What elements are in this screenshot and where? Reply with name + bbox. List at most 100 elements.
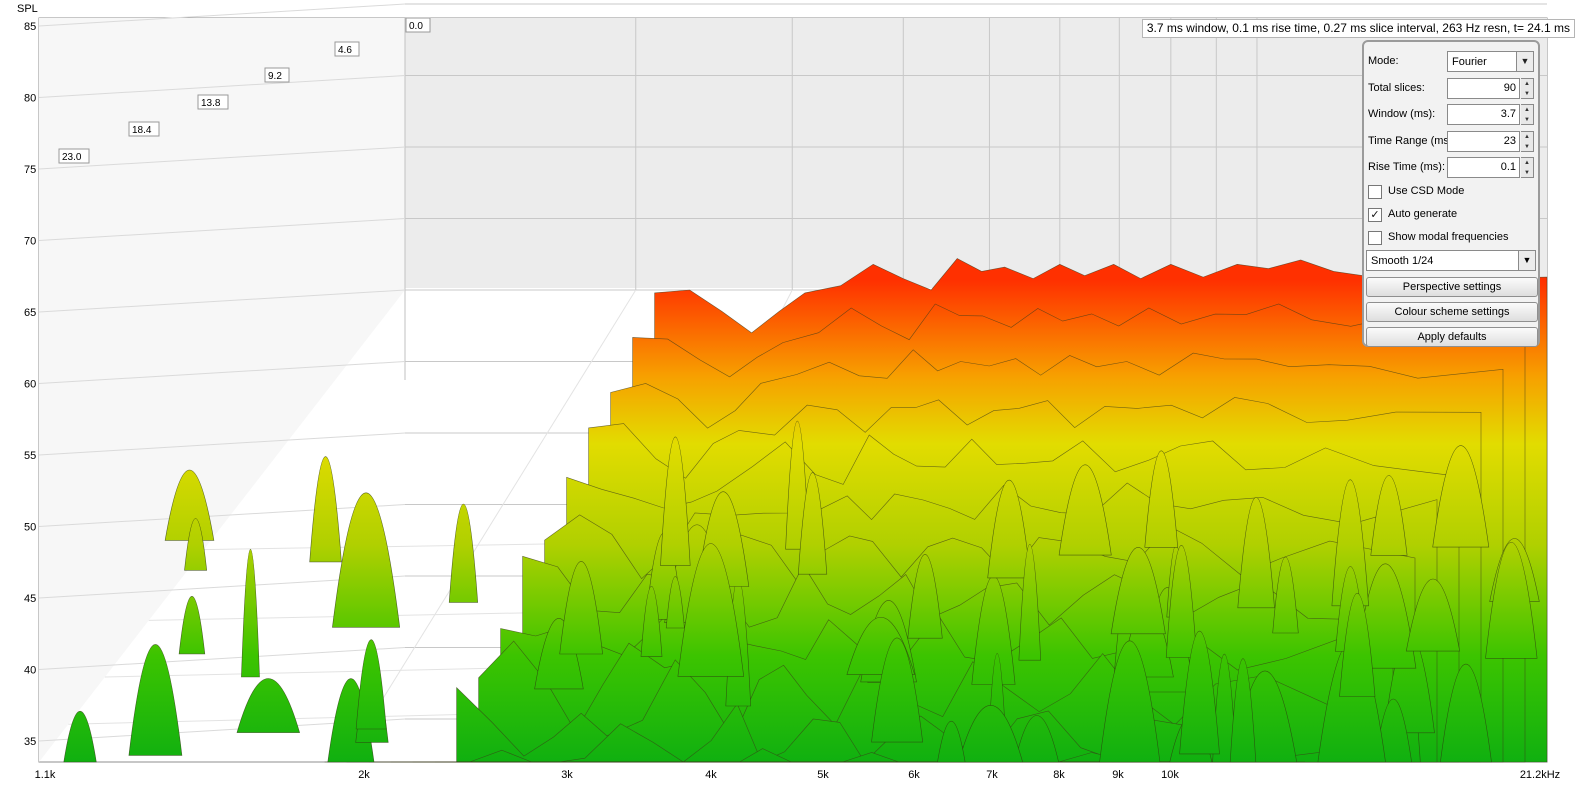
smoothing-value: Smooth 1/24 [1371,255,1434,267]
decrement-icon[interactable]: ▼ [1524,91,1530,97]
mode-row: Mode: Fourier ▼ [1368,51,1534,73]
time-range-value[interactable]: 23 [1447,131,1520,152]
waterfall-ridge [1405,579,1461,652]
y-tick-label: 50 [24,522,36,534]
mode-value: Fourier [1452,56,1487,68]
waterfall-ridge [332,492,401,628]
perspective-settings-button[interactable]: Perspective settings [1366,277,1538,297]
side-gridline [38,504,406,527]
side-wall [39,18,405,762]
y-tick-label: 85 [24,21,36,33]
waterfall-ridge [1229,658,1257,763]
increment-icon[interactable]: ▲ [1524,134,1530,140]
rise-time-row: Rise Time (ms): 0.1 ▲ ▼ [1368,157,1534,179]
x-tick-label: 9k [1112,769,1124,781]
side-gridline [38,361,406,384]
spinner-arrows[interactable]: ▲ ▼ [1521,104,1534,125]
time-range-label: Time Range (ms): [1368,135,1456,147]
time-slice-label: 13.8 [197,94,229,110]
increment-icon[interactable]: ▲ [1524,107,1530,113]
show-modal-label: Show modal frequencies [1388,231,1509,243]
x-tick-label: 2k [358,769,370,781]
y-tick-label: 60 [24,379,36,391]
waterfall-ridge [1165,545,1197,658]
spinner-arrows[interactable]: ▲ ▼ [1521,131,1534,152]
waterfall-peaks [63,421,1540,763]
decrement-icon[interactable]: ▼ [1524,144,1530,150]
x-tick-label: 4k [705,769,717,781]
increment-icon[interactable]: ▲ [1524,160,1530,166]
waterfall-ridge [1014,715,1059,763]
total-slices-value[interactable]: 90 [1447,78,1520,99]
waterfall-ridge [1432,445,1490,548]
svg-text:0.0: 0.0 [409,21,423,32]
waterfall-ridge [448,504,479,603]
chevron-down-icon[interactable]: ▼ [1516,52,1533,71]
total-slices-spinner[interactable]: 90 ▲ ▼ [1447,78,1534,99]
window-spinner[interactable]: 3.7 ▲ ▼ [1447,104,1534,125]
waterfall-ridge [63,711,97,763]
floor-gridline [343,289,637,763]
x-tick-label: 1.1k [35,769,56,781]
side-gridline [38,289,406,313]
waterfall-ridge [640,585,663,657]
plot-axes: SPL 85 80 75 70 65 60 55 50 45 40 35 1.1k 2k 3k 4k 5k 6k 7… [17,3,1560,781]
waterfall-ridge [309,456,342,563]
apply-defaults-button[interactable]: Apply defaults [1366,327,1538,347]
x-tick-label: 3k [561,769,573,781]
chevron-down-icon[interactable]: ▼ [1518,251,1535,270]
window-value[interactable]: 3.7 [1447,104,1520,125]
checkbox-icon[interactable] [1368,231,1382,245]
waterfall-controls-panel: Mode: Fourier ▼ Total slices: 90 ▲ ▼ Win… [1362,40,1540,347]
waterfall-ridge [1272,557,1299,634]
decrement-icon[interactable]: ▼ [1524,170,1530,176]
checkmark-icon[interactable]: ✓ [1368,208,1382,222]
spinner-arrows[interactable]: ▲ ▼ [1521,157,1534,178]
time-range-spinner[interactable]: 23 ▲ ▼ [1447,131,1534,152]
y-tick-label: 75 [24,164,36,176]
time-slice-label: 0.0 [405,17,431,33]
rise-time-spinner[interactable]: 0.1 ▲ ▼ [1447,157,1534,178]
waterfall-ridge [907,554,943,639]
waterfall-ridge [1110,547,1166,635]
y-tick-label: 45 [24,593,36,605]
y-tick-label: 55 [24,450,36,462]
checkbox-icon[interactable] [1368,185,1382,199]
total-slices-row: Total slices: 90 ▲ ▼ [1368,78,1534,100]
svg-text:23.0: 23.0 [62,152,82,163]
svg-text:18.4: 18.4 [132,125,152,136]
waterfall-ridge [958,705,1023,763]
colour-scheme-settings-button[interactable]: Colour scheme settings [1366,302,1538,322]
time-slice-label: 9.2 [264,67,290,83]
y-axis-title: SPL [17,3,38,15]
x-tick-label: 7k [986,769,998,781]
window-row: Window (ms): 3.7 ▲ ▼ [1368,104,1534,126]
waterfall-ridge [1099,640,1161,763]
auto-generate-label: Auto generate [1388,208,1458,220]
waterfall-ridge [1179,631,1220,755]
waterfall-ridge [1058,464,1112,556]
mode-select[interactable]: Fourier ▼ [1447,51,1534,72]
waterfall-ridge [1331,479,1369,607]
waterfall-ridge [164,470,215,541]
time-slice-label: 18.4 [128,121,160,137]
x-tick-label: 6k [908,769,920,781]
window-label: Window (ms): [1368,108,1436,120]
rise-time-label: Rise Time (ms): [1368,161,1445,173]
waterfall-ridge [559,561,603,655]
time-range-row: Time Range (ms): 23 ▲ ▼ [1368,131,1534,153]
waterfall-ridge [1440,664,1492,763]
x-tick-label: 5k [817,769,829,781]
rise-time-value[interactable]: 0.1 [1447,157,1520,178]
increment-icon[interactable]: ▲ [1524,81,1530,87]
y-tick-label: 35 [24,736,36,748]
waterfall-ridge [871,637,924,743]
spinner-arrows[interactable]: ▲ ▼ [1521,78,1534,99]
waterfall-ridge [128,644,183,756]
decrement-icon[interactable]: ▼ [1524,117,1530,123]
x-tick-label: 21.2kHz [1520,769,1560,781]
waterfall-ridge [1339,593,1376,697]
side-gridline [38,432,406,456]
time-slice-label: 4.6 [334,41,360,57]
smoothing-select[interactable]: Smooth 1/24 ▼ [1366,250,1536,271]
